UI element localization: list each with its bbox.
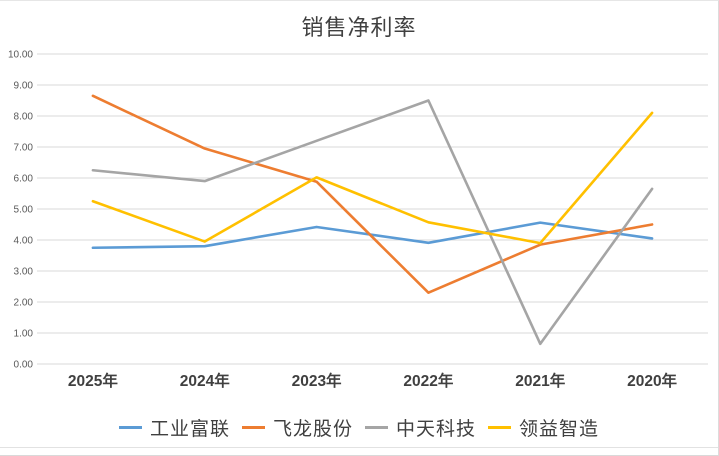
legend-label: 工业富联 bbox=[149, 419, 230, 440]
legend: 工业富联 飞龙股份 中天科技 领益智造 bbox=[0, 414, 718, 441]
x-axis-label: 2021年 bbox=[515, 371, 565, 390]
x-axis-label: 2022年 bbox=[403, 371, 453, 390]
legend-item: 领益智造 bbox=[488, 414, 599, 441]
legend-dash-icon bbox=[488, 426, 512, 429]
series-line-领益智造 bbox=[91, 111, 654, 245]
y-axis-tick-label: 2.00 bbox=[14, 298, 34, 309]
bottom-divider bbox=[0, 447, 718, 448]
x-axis-label: 2020年 bbox=[627, 371, 677, 390]
legend-dash-icon bbox=[365, 426, 388, 429]
y-axis-tick-label: 10.00 bbox=[8, 50, 33, 61]
x-axis-label: 2024年 bbox=[180, 371, 230, 390]
series-line-飞龙股份 bbox=[91, 94, 654, 295]
y-axis-tick-label: 6.00 bbox=[14, 174, 34, 185]
legend-dash-icon bbox=[118, 426, 142, 429]
legend-item: 工业富联 bbox=[118, 414, 230, 441]
x-axis-label: 2023年 bbox=[292, 371, 342, 390]
y-axis-tick-label: 5.00 bbox=[14, 205, 34, 216]
legend-dash-icon bbox=[241, 426, 265, 429]
y-axis-tick-label: 3.00 bbox=[14, 267, 34, 278]
x-axis-label: 2025年 bbox=[68, 371, 118, 390]
legend-item: 飞龙股份 bbox=[241, 414, 353, 441]
y-axis-tick-label: 7.00 bbox=[14, 143, 34, 154]
y-axis-tick-label: 8.00 bbox=[14, 112, 34, 123]
series-line-中天科技 bbox=[91, 99, 654, 346]
legend-label: 飞龙股份 bbox=[272, 419, 353, 440]
y-axis-tick-label: 9.00 bbox=[14, 81, 34, 92]
legend-label: 中天科技 bbox=[396, 419, 477, 440]
chart-title: 销售净利率 bbox=[301, 15, 417, 40]
y-axis-tick-label: 4.00 bbox=[14, 236, 34, 247]
legend-item: 中天科技 bbox=[365, 414, 476, 441]
y-axis-tick-label: 0.00 bbox=[14, 360, 34, 371]
series-line-工业富联 bbox=[91, 221, 654, 250]
y-axis-tick-label: 1.00 bbox=[14, 329, 34, 340]
legend-label: 领益智造 bbox=[519, 419, 600, 440]
